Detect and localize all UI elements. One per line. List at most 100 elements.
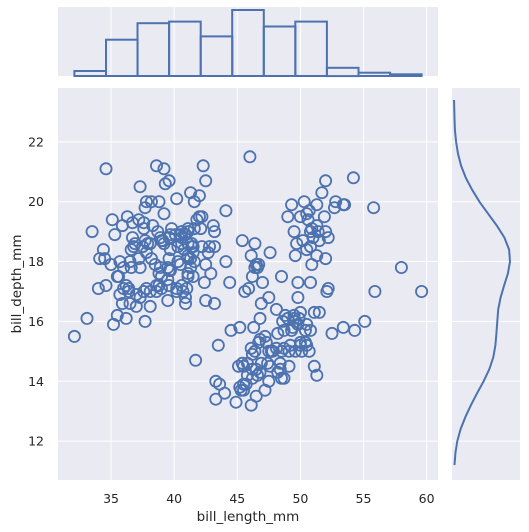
scatter-point	[281, 210, 295, 224]
scatter-point	[207, 296, 221, 310]
scatter-point	[291, 290, 305, 304]
scatter-point	[137, 216, 151, 230]
scatter-point	[209, 374, 223, 388]
scatter-point	[189, 353, 203, 367]
scatter-point	[211, 338, 225, 352]
scatter-point	[119, 278, 133, 292]
scatter-point	[321, 231, 335, 245]
scatter-point	[129, 287, 143, 301]
scatter-point	[231, 359, 245, 373]
scatter-point	[137, 284, 151, 298]
scatter-point	[186, 240, 200, 254]
scatter-point	[273, 356, 287, 370]
scatter-point	[319, 225, 333, 239]
scatter-point	[162, 174, 176, 188]
scatter-point	[253, 365, 267, 379]
scatter-point	[302, 344, 316, 358]
scatter-point	[262, 374, 276, 388]
scatter-point	[262, 290, 276, 304]
scatter-point	[311, 225, 325, 239]
scatter-point	[315, 186, 329, 200]
x-tick-label: 60	[419, 491, 435, 506]
y-tick-label: 16	[28, 314, 44, 329]
scatter-point	[274, 269, 288, 283]
scatter-point	[248, 237, 262, 251]
scatter-point	[192, 189, 206, 203]
scatter-point	[224, 323, 238, 337]
marginal-x-background	[58, 7, 438, 76]
marginal-y-background	[452, 88, 520, 480]
scatter-point	[288, 249, 302, 263]
scatter-point	[307, 305, 321, 319]
scatter-point	[237, 383, 251, 397]
scatter-point	[168, 228, 182, 242]
scatter-point	[196, 159, 210, 173]
scatter-point	[219, 255, 233, 269]
scatter-point	[197, 275, 211, 289]
scatter-point	[258, 329, 272, 343]
scatter-point	[325, 326, 339, 340]
scatter-point	[181, 222, 195, 236]
marginal-y-gridlines	[452, 141, 520, 442]
scatter-point	[67, 329, 81, 343]
marginal-x-gridlines	[110, 7, 428, 76]
scatter-point	[319, 174, 333, 188]
scatter-point	[157, 207, 171, 221]
scatter-point	[91, 281, 105, 295]
scatter-point	[206, 219, 220, 233]
scatter-point	[163, 243, 177, 257]
scatter-point	[85, 225, 99, 239]
scatter-point	[247, 320, 261, 334]
scatter-point	[195, 210, 209, 224]
scatter-point	[149, 159, 163, 173]
scatter-point	[152, 195, 166, 209]
scatter-point	[291, 275, 305, 289]
scatter-point	[269, 302, 283, 316]
scatter-point	[108, 228, 122, 242]
scatter-point	[290, 237, 304, 251]
joint-gridlines	[58, 88, 438, 480]
scatter-point	[238, 284, 252, 298]
scatter-point	[157, 162, 171, 176]
scatter-point	[300, 207, 314, 221]
scatter-point	[263, 246, 277, 260]
y-tick-label: 22	[28, 134, 44, 149]
scatter-point	[235, 234, 249, 248]
scatter-point	[123, 296, 137, 310]
scatter-point	[242, 281, 256, 295]
scatter-point	[243, 150, 257, 164]
scatter-point	[282, 344, 296, 358]
scatter-point	[178, 290, 192, 304]
scatter-point	[175, 225, 189, 239]
scatter-point	[144, 195, 158, 209]
x-axis-label: bill_length_mm	[197, 509, 300, 525]
scatter-point	[321, 281, 335, 295]
scatter-point	[202, 240, 216, 254]
scatter-point	[282, 359, 296, 373]
scatter-point	[303, 240, 317, 254]
scatter-point	[245, 347, 259, 361]
scatter-point	[133, 180, 147, 194]
scatter-point	[300, 243, 314, 257]
scatter-point	[233, 320, 247, 334]
scatter-point	[250, 368, 264, 382]
scatter-point	[312, 305, 326, 319]
scatter-point	[207, 240, 221, 254]
scatter-point	[310, 249, 324, 263]
scatter-point	[143, 299, 157, 313]
scatter-point	[80, 311, 94, 325]
scatter-point	[199, 174, 213, 188]
joint-plot-background	[58, 88, 438, 480]
scatter-point	[253, 311, 267, 325]
scatter-point	[307, 359, 321, 373]
scatter-point	[415, 284, 429, 298]
scatter-point	[277, 371, 291, 385]
scatter-point	[287, 225, 301, 239]
scatter-point	[278, 308, 292, 322]
scatter-points	[67, 150, 429, 412]
scatter-point	[209, 392, 223, 406]
scatter-point	[394, 260, 408, 274]
scatter-point	[163, 263, 177, 277]
marginal-y-kde-line	[453, 99, 512, 466]
